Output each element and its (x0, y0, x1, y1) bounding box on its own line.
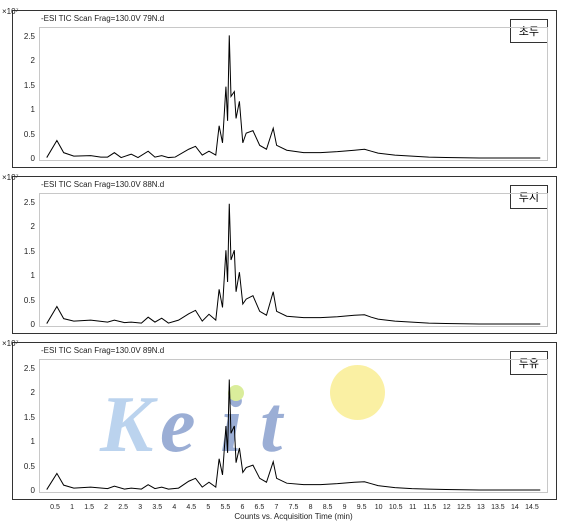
x-tick-label: 13 (477, 504, 485, 511)
y-tick-label: 2.5 (13, 364, 35, 373)
x-tick-label: 12.5 (457, 504, 471, 511)
chromatogram-line (40, 360, 547, 492)
x-tick-label: 13.5 (491, 504, 505, 511)
x-tick-label: 14.5 (525, 504, 539, 511)
y-tick-label: 2 (13, 56, 35, 65)
chart-area (39, 193, 548, 327)
y-tick-label: 1 (13, 105, 35, 114)
y-tick-label: 0.5 (13, 296, 35, 305)
x-tick-label: 4 (172, 504, 176, 511)
x-tick-label: 2 (104, 504, 108, 511)
chromatogram-figure: { "background_color": "#ffffff", "line_c… (0, 0, 569, 526)
y-exponent-label: ×10⁷ (2, 7, 18, 16)
x-tick-label: 10 (375, 504, 383, 511)
y-tick-label: 2 (13, 222, 35, 231)
x-tick-label: 11 (409, 504, 416, 511)
x-tick-label: 7.5 (289, 504, 299, 511)
y-exponent-label: ×10⁷ (2, 339, 18, 348)
chromatogram-line (40, 194, 547, 326)
chromatogram-panel: -ESI TIC Scan Frag=130.0V 79N.d초두00.511.… (12, 10, 557, 168)
y-tick-label: 1 (13, 437, 35, 446)
y-tick-label: 1.5 (13, 413, 35, 422)
panel-subtitle: -ESI TIC Scan Frag=130.0V 88N.d (41, 180, 164, 189)
x-tick-label: 8.5 (323, 504, 333, 511)
x-tick-label: 3 (138, 504, 142, 511)
x-tick-label: 8 (309, 504, 313, 511)
y-tick-label: 0 (13, 154, 35, 163)
chromatogram-panel: -ESI TIC Scan Frag=130.0V 88N.d두시00.511.… (12, 176, 557, 334)
chart-area (39, 27, 548, 161)
y-tick-label: 0.5 (13, 130, 35, 139)
x-tick-label: 4.5 (186, 504, 196, 511)
y-tick-label: 0 (13, 320, 35, 329)
x-tick-label: 10.5 (389, 504, 403, 511)
y-tick-label: 0.5 (13, 462, 35, 471)
x-tick-label: 1 (70, 504, 74, 511)
y-tick-label: 0 (13, 486, 35, 495)
chart-area: Keit (39, 359, 548, 493)
x-tick-label: 14 (511, 504, 519, 511)
y-tick-label: 2 (13, 388, 35, 397)
x-tick-label: 12 (443, 504, 451, 511)
panel-subtitle: -ESI TIC Scan Frag=130.0V 89N.d (41, 346, 164, 355)
x-tick-label: 6 (240, 504, 244, 511)
x-tick-label: 6.5 (255, 504, 265, 511)
chromatogram-line (40, 28, 547, 160)
x-tick-label: 3.5 (152, 504, 162, 511)
x-axis-label: Counts vs. Acquisition Time (min) (38, 512, 549, 521)
y-exponent-label: ×10⁷ (2, 173, 18, 182)
x-tick-label: 1.5 (84, 504, 94, 511)
x-tick-label: 11.5 (423, 504, 436, 511)
x-tick-label: 5 (206, 504, 210, 511)
y-tick-label: 2.5 (13, 32, 35, 41)
x-axis: Counts vs. Acquisition Time (min) 0.511.… (38, 499, 549, 521)
y-tick-label: 1.5 (13, 247, 35, 256)
x-tick-label: 9.5 (357, 504, 367, 511)
x-tick-label: 0.5 (50, 504, 60, 511)
y-tick-label: 2.5 (13, 198, 35, 207)
chromatogram-panel: -ESI TIC Scan Frag=130.0V 89N.d두유Keit00.… (12, 342, 557, 500)
panel-subtitle: -ESI TIC Scan Frag=130.0V 79N.d (41, 14, 164, 23)
y-tick-label: 1 (13, 271, 35, 280)
x-tick-label: 7 (275, 504, 279, 511)
x-tick-label: 9 (343, 504, 347, 511)
x-tick-label: 5.5 (220, 504, 230, 511)
y-tick-label: 1.5 (13, 81, 35, 90)
x-tick-label: 2.5 (118, 504, 128, 511)
